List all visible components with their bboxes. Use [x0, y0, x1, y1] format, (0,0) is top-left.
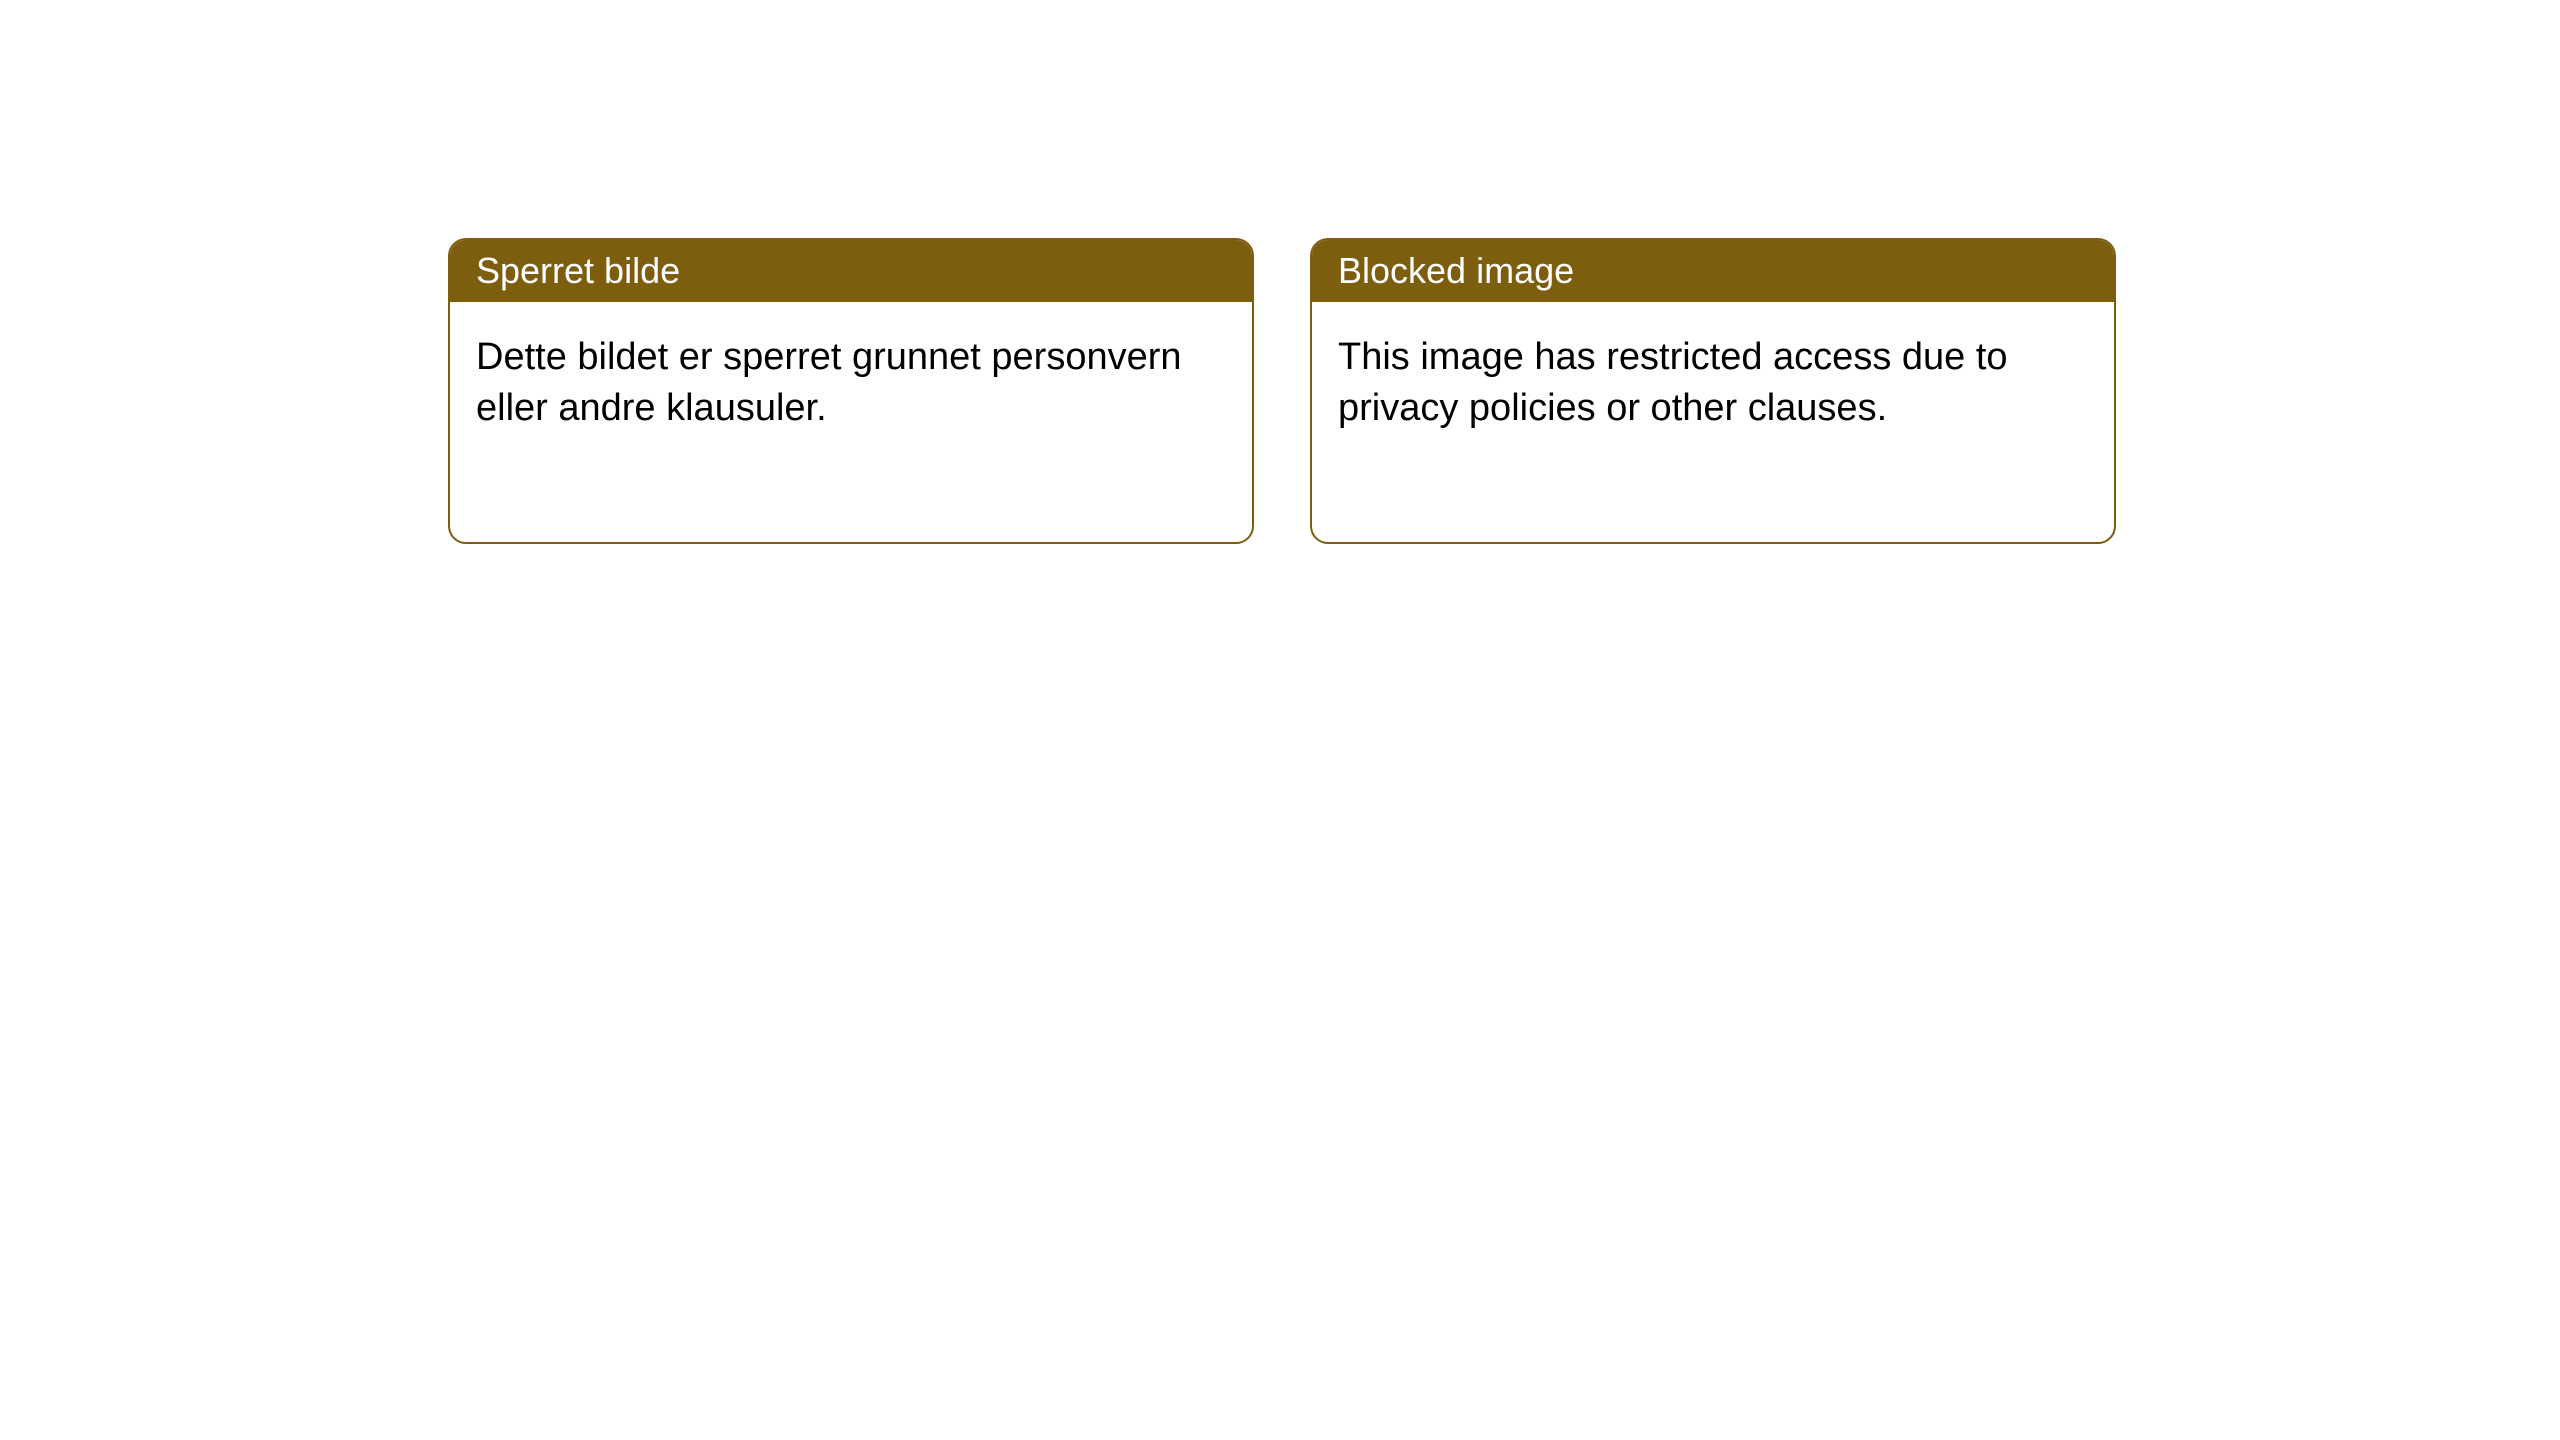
notice-container: Sperret bilde Dette bildet er sperret gr…: [448, 238, 2116, 544]
notice-body: This image has restricted access due to …: [1312, 302, 2114, 542]
notice-box-norwegian: Sperret bilde Dette bildet er sperret gr…: [448, 238, 1254, 544]
notice-message: This image has restricted access due to …: [1338, 336, 2008, 429]
notice-box-english: Blocked image This image has restricted …: [1310, 238, 2116, 544]
notice-header: Sperret bilde: [450, 240, 1252, 302]
notice-body: Dette bildet er sperret grunnet personve…: [450, 302, 1252, 542]
notice-title: Sperret bilde: [476, 250, 680, 291]
notice-title: Blocked image: [1338, 250, 1574, 291]
notice-message: Dette bildet er sperret grunnet personve…: [476, 336, 1182, 429]
notice-header: Blocked image: [1312, 240, 2114, 302]
